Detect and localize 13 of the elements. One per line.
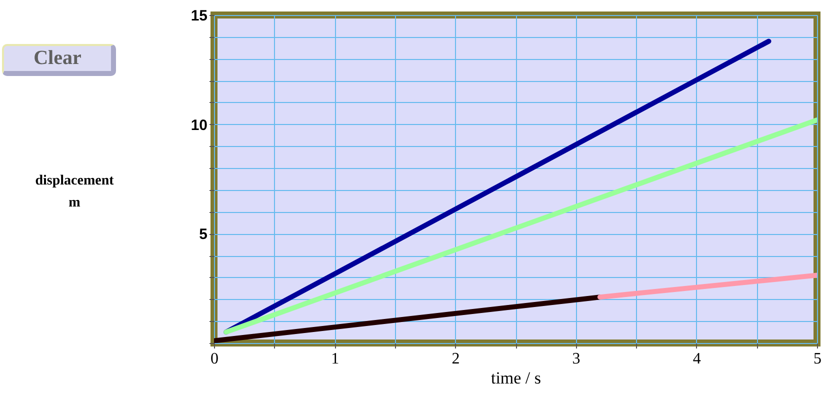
text: m <box>68 196 80 210</box>
x-tick-label: 1 <box>331 350 340 368</box>
x-tick-label: 3 <box>572 350 580 368</box>
text: displacement <box>35 174 114 188</box>
x-tick-label: 2 <box>452 350 460 368</box>
x-tick-label: 5 <box>814 350 822 368</box>
x-tick-label: 0 <box>210 350 218 368</box>
x-axis-title: time / s <box>490 368 542 388</box>
y-tick-label: 5 <box>199 226 208 244</box>
y-tick-label: 10 <box>190 116 208 134</box>
y-tick-label: 15 <box>190 8 208 24</box>
clear-button[interactable]: Clear <box>2 44 116 76</box>
x-tick-label: 4 <box>692 350 701 368</box>
